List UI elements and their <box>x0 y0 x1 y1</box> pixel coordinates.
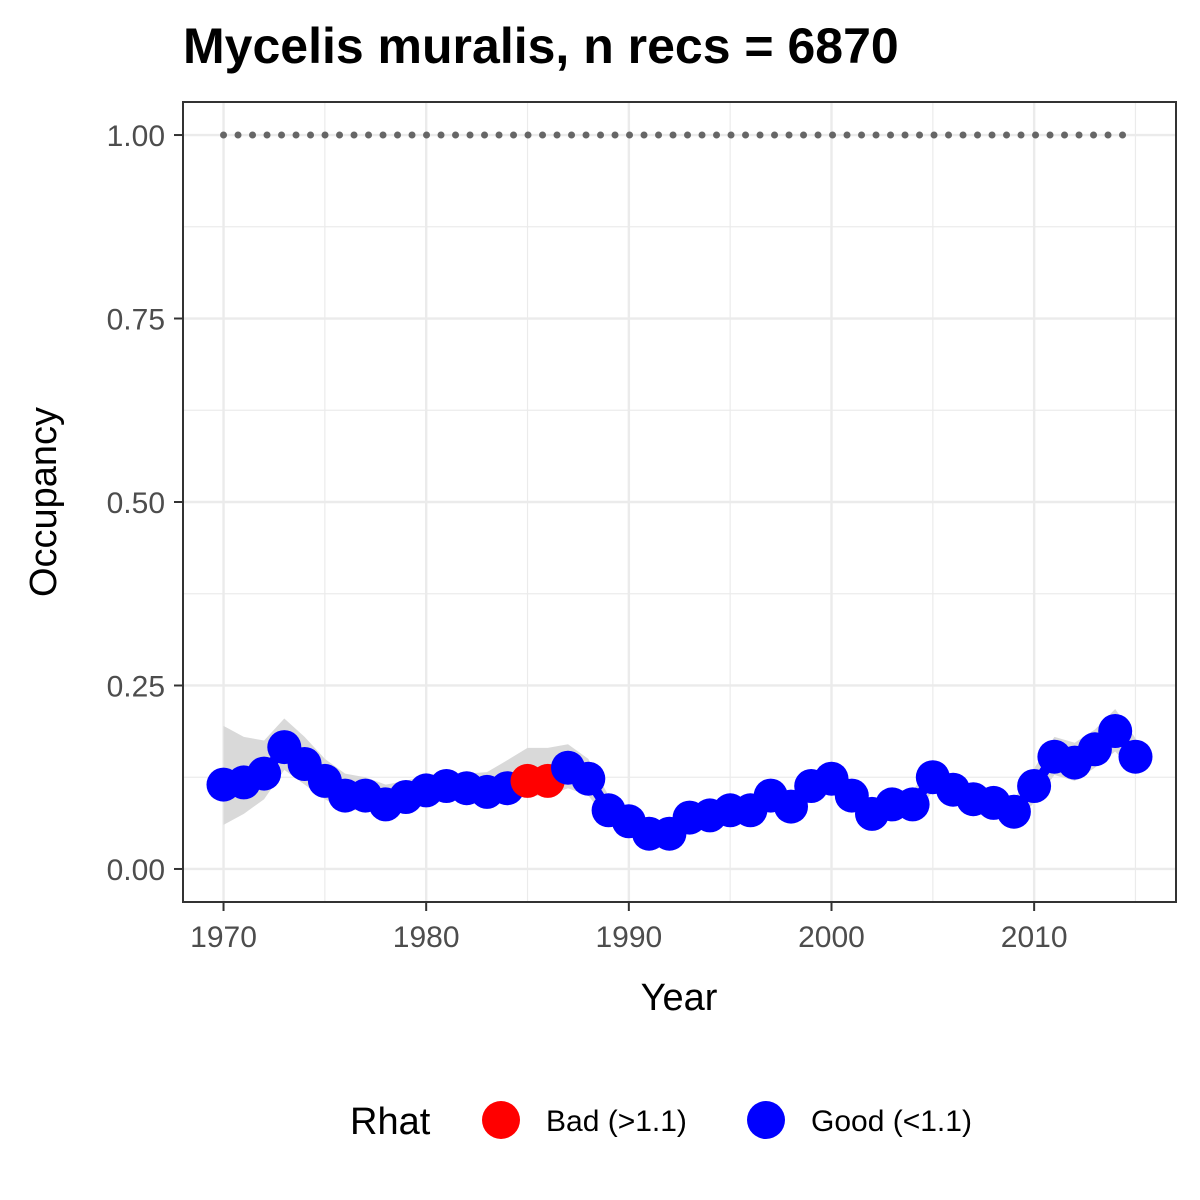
data-point-good <box>247 756 282 791</box>
legend-key-bad <box>482 1101 520 1139</box>
y-tick-label: 0.00 <box>107 854 165 887</box>
data-point-good <box>996 794 1031 829</box>
y-tick-label: 0.25 <box>107 670 165 703</box>
x-tick-label: 2010 <box>1001 921 1068 954</box>
data-point-good <box>1098 714 1133 748</box>
x-axis-title: Year <box>641 977 718 1019</box>
legend-label-good: Good (<1.1) <box>811 1105 972 1138</box>
legend: Rhat Bad (>1.1) Good (<1.1) <box>350 1101 972 1143</box>
y-axis-ticks: 0.00 0.25 0.50 0.75 1.00 <box>107 120 183 887</box>
major-gridlines <box>183 102 1176 902</box>
legend-key-good <box>747 1101 785 1139</box>
data-point-good <box>1017 769 1052 803</box>
x-tick-label: 1980 <box>393 921 460 954</box>
data-point-good <box>571 761 606 796</box>
occupancy-points <box>206 714 1153 851</box>
x-axis-ticks: 1970 1980 1990 2000 2010 <box>190 902 1068 954</box>
data-point-good <box>895 787 930 822</box>
x-tick-label: 1970 <box>190 921 257 954</box>
legend-title: Rhat <box>350 1101 431 1143</box>
chart-title: Mycelis muralis, n recs = 6870 <box>183 18 899 74</box>
legend-label-bad: Bad (>1.1) <box>546 1105 687 1138</box>
x-tick-label: 1990 <box>595 921 662 954</box>
y-tick-label: 1.00 <box>107 120 165 153</box>
y-axis-title: Occupancy <box>23 407 65 597</box>
x-tick-label: 2000 <box>798 921 865 954</box>
data-point-good <box>1118 739 1153 774</box>
y-tick-label: 0.50 <box>107 487 165 520</box>
y-tick-label: 0.75 <box>107 304 165 337</box>
